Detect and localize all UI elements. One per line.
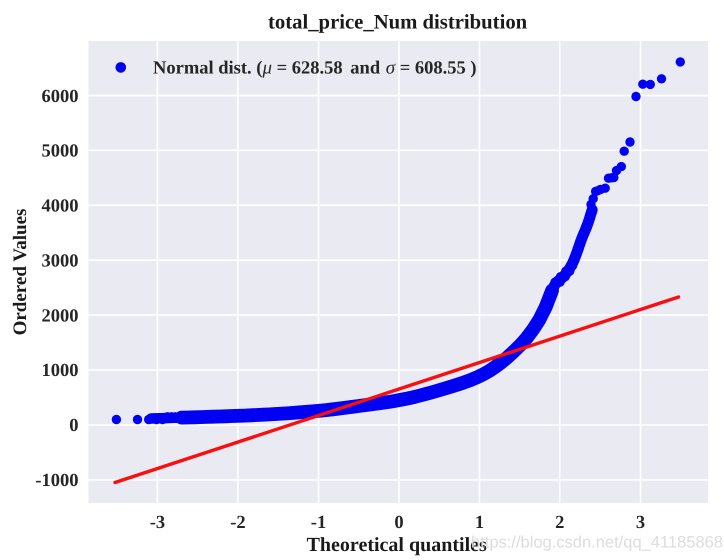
svg-text:-1000: -1000 [35, 471, 78, 491]
svg-text:4000: 4000 [42, 196, 79, 216]
svg-text:total_price_Num distribution: total_price_Num distribution [268, 12, 528, 34]
svg-text:-3: -3 [150, 513, 165, 533]
svg-text:-1: -1 [311, 513, 326, 533]
svg-text:https://blog.csdn.net/qq_41185: https://blog.csdn.net/qq_41185868 [471, 534, 723, 552]
svg-text:Theoretical quantiles: Theoretical quantiles [307, 534, 487, 556]
svg-text:Ordered Values: Ordered Values [10, 209, 31, 336]
svg-text:1000: 1000 [42, 361, 79, 381]
svg-text:0: 0 [394, 513, 403, 533]
svg-text:1: 1 [475, 513, 484, 533]
svg-text:Normal dist. (μ = 628.58 and: Normal dist. (μ = 628.58 and σ = 608.55 … [153, 58, 477, 79]
svg-text:6000: 6000 [42, 87, 79, 107]
svg-text:3000: 3000 [42, 251, 79, 271]
svg-text:5000: 5000 [42, 142, 79, 162]
svg-text:2000: 2000 [42, 306, 79, 326]
svg-text:0: 0 [69, 416, 78, 436]
svg-text:3: 3 [636, 513, 645, 533]
svg-text:-2: -2 [230, 513, 245, 533]
svg-text:2: 2 [555, 513, 564, 533]
